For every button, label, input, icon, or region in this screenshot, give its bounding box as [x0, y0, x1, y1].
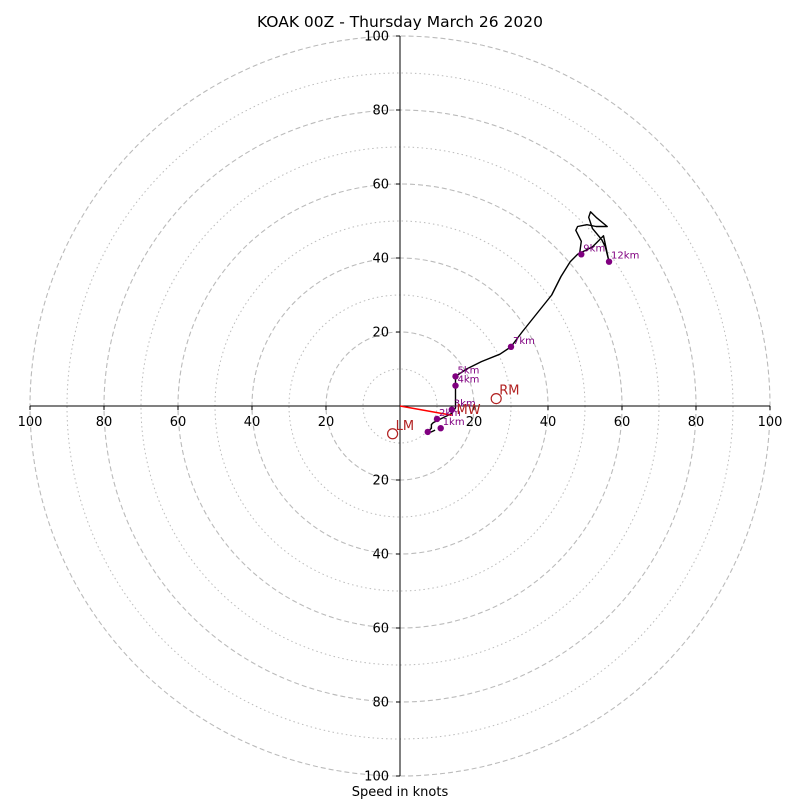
- y-tick-label: 80: [372, 696, 389, 711]
- storm-motion-marker: [490, 393, 502, 405]
- x-tick-label: 20: [466, 415, 483, 430]
- x-tick-label: 40: [244, 415, 261, 430]
- height-marker-label: 1km: [443, 417, 465, 428]
- hodograph-trace: [427, 211, 610, 433]
- height-marker-label: 4km: [458, 375, 480, 386]
- height-marker: [448, 406, 455, 413]
- x-axis-label: Speed in knots: [352, 785, 449, 800]
- height-marker: [437, 425, 444, 432]
- mean-wind-label: MW: [457, 403, 481, 418]
- y-tick-label: 20: [372, 326, 389, 341]
- height-marker-label: 2km: [439, 408, 461, 419]
- height-marker: [605, 258, 613, 265]
- shear-vector: [399, 405, 452, 416]
- height-marker: [452, 382, 459, 389]
- y-tick-label: 80: [372, 104, 389, 119]
- x-tick-label: 60: [614, 415, 631, 430]
- y-tick-label: 20: [372, 474, 389, 489]
- chart-title: KOAK 00Z - Thursday March 26 2020: [257, 13, 543, 31]
- x-tick-label: 80: [96, 415, 113, 430]
- storm-motion-label: LM: [396, 419, 414, 434]
- height-marker: [433, 415, 441, 423]
- height-marker-label: 5km: [458, 365, 480, 376]
- y-tick-label: 40: [372, 548, 389, 563]
- axis-tick-labels: 20 20 20 20 40 40 40 40 60 60 60 60 80 80 80 80 100 100 10…: [18, 30, 783, 785]
- height-marker-label: 12km: [611, 251, 639, 262]
- y-tick-label: 60: [372, 622, 389, 637]
- x-tick-label: 20: [318, 415, 335, 430]
- height-marker-label: 7km: [513, 336, 535, 347]
- x-tick-label: 100: [758, 415, 783, 430]
- y-tick-label: 100: [364, 770, 389, 785]
- y-tick-label: 100: [364, 30, 389, 45]
- height-marker: [424, 428, 431, 436]
- storm-motion-marker: [387, 428, 399, 440]
- height-marker-label: 3km: [454, 399, 476, 410]
- height-marker: [452, 373, 459, 380]
- height-marker: [578, 251, 585, 258]
- x-tick-label: 40: [540, 415, 557, 430]
- x-tick-label: 80: [688, 415, 705, 430]
- y-tick-label: 60: [372, 178, 389, 193]
- height-marker-label: 9km: [583, 243, 605, 254]
- x-tick-label: 60: [170, 415, 187, 430]
- x-tick-label: 100: [18, 415, 43, 430]
- y-tick-label: 40: [372, 252, 389, 267]
- storm-motion-label: RM: [499, 384, 519, 399]
- height-marker: [507, 343, 515, 350]
